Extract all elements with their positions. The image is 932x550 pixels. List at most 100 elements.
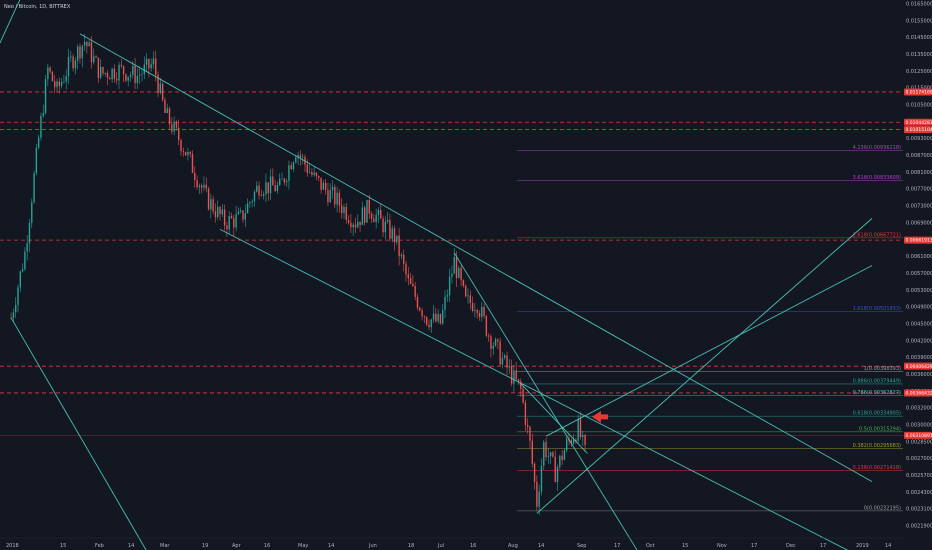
candle-body bbox=[336, 192, 338, 205]
candle-body bbox=[67, 57, 70, 77]
candle-body bbox=[47, 67, 49, 80]
candle-body bbox=[412, 283, 414, 287]
arrow-marker bbox=[591, 410, 608, 423]
candle-body bbox=[506, 355, 508, 368]
candle-body bbox=[166, 108, 168, 113]
candle-body bbox=[35, 147, 38, 174]
candle-body bbox=[370, 213, 373, 219]
candle-body bbox=[400, 254, 403, 257]
candle-body bbox=[373, 218, 375, 223]
candle-body bbox=[515, 370, 517, 380]
candle-body bbox=[125, 74, 127, 81]
candle-body bbox=[384, 221, 387, 233]
candle-body bbox=[324, 182, 327, 190]
candle-body bbox=[74, 60, 77, 69]
x-tick-label: 17 bbox=[751, 543, 757, 549]
candle-body bbox=[302, 156, 304, 158]
candle-body bbox=[455, 256, 458, 278]
candle-body bbox=[194, 172, 196, 181]
candle-body bbox=[520, 381, 522, 389]
time-axis[interactable]: 2018 15 Feb 14 Mar 19 Apr 16 May 14 Jun 18 Jul 16 Aug 1… bbox=[0, 537, 903, 549]
trendline bbox=[520, 383, 588, 454]
candle-body bbox=[391, 228, 393, 239]
candle-body bbox=[579, 418, 582, 437]
candle-body bbox=[187, 151, 189, 156]
candle-body bbox=[138, 74, 141, 76]
candle-body bbox=[522, 388, 524, 403]
candle-body bbox=[501, 358, 504, 365]
candle-body bbox=[99, 66, 102, 78]
price-tag-background bbox=[904, 389, 932, 397]
x-tick-label: 17 bbox=[820, 543, 826, 549]
candle-body bbox=[157, 74, 159, 94]
candle-body bbox=[508, 366, 511, 368]
x-tick-label: Oct bbox=[646, 543, 655, 549]
candle-body bbox=[237, 211, 240, 215]
candle-body bbox=[526, 425, 529, 427]
candle-body bbox=[377, 210, 380, 215]
candle-body bbox=[81, 45, 83, 59]
candle-body bbox=[297, 154, 299, 158]
candle-body bbox=[359, 221, 361, 225]
candle-body bbox=[65, 76, 67, 82]
candle-body bbox=[77, 46, 79, 61]
candle-body bbox=[24, 251, 26, 270]
candle-body bbox=[458, 267, 460, 278]
x-tick-label: 19 bbox=[202, 543, 208, 549]
candle-body bbox=[198, 185, 201, 188]
candle-body bbox=[510, 366, 513, 384]
candle-body bbox=[582, 435, 584, 437]
candle-body bbox=[129, 74, 132, 77]
candle-body bbox=[561, 455, 563, 460]
candle-body bbox=[375, 214, 377, 223]
candle-body bbox=[228, 215, 230, 230]
price-tag-label: 0.00366432 bbox=[906, 391, 932, 397]
x-tick-label: 2018 bbox=[6, 543, 19, 549]
candle-body bbox=[83, 41, 86, 46]
candle-body bbox=[435, 313, 437, 322]
candle-body bbox=[143, 64, 145, 75]
candle-body bbox=[409, 278, 412, 284]
candle-body bbox=[536, 481, 538, 507]
candle-body bbox=[279, 178, 281, 185]
candle-body bbox=[70, 56, 72, 58]
x-tick-label: 14 bbox=[128, 543, 134, 549]
x-tick-label: May bbox=[298, 543, 308, 549]
x-tick-label: 14 bbox=[328, 543, 334, 549]
candle-body bbox=[265, 182, 267, 195]
candle-body bbox=[258, 185, 260, 196]
candle-body bbox=[132, 65, 134, 75]
candle-body bbox=[393, 228, 396, 243]
candle-body bbox=[338, 192, 341, 206]
candle-body bbox=[122, 65, 125, 75]
candle-body bbox=[439, 313, 442, 324]
candle-body bbox=[529, 426, 531, 441]
x-tick-label: Feb bbox=[95, 543, 104, 549]
candle-body bbox=[352, 224, 354, 228]
candle-body bbox=[483, 306, 485, 317]
candle-body bbox=[306, 164, 308, 173]
candle-body bbox=[549, 452, 552, 457]
x-tick-label: Sep bbox=[577, 543, 586, 549]
fib-level-label: 1.618(0.00501833) bbox=[853, 306, 901, 312]
candle-body bbox=[474, 310, 476, 311]
candle-body bbox=[274, 185, 276, 192]
candle-body bbox=[134, 65, 136, 83]
fib-level-label: 0.382(0.00295683) bbox=[853, 443, 901, 449]
candle-body bbox=[345, 207, 348, 221]
candle-body bbox=[189, 151, 191, 154]
candle-body bbox=[168, 108, 171, 125]
candle-body bbox=[152, 58, 155, 65]
